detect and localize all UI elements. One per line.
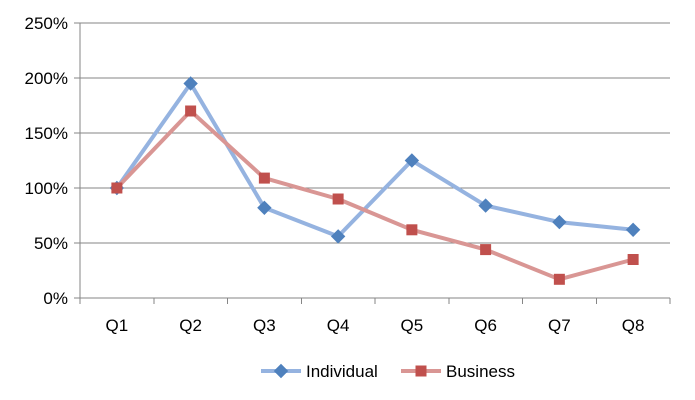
x-tick-label: Q8 [622, 316, 645, 335]
y-axis: 0% 50% 100% 150% 200% 250% [25, 14, 81, 308]
data-point [406, 224, 418, 236]
x-tick-label: Q3 [253, 316, 276, 335]
y-tick-label: 200% [25, 69, 68, 88]
data-point [330, 229, 346, 244]
x-tick-label: Q4 [327, 316, 350, 335]
legend-label: Individual [306, 362, 378, 381]
series-business [111, 105, 639, 285]
data-point [258, 172, 270, 184]
gridlines [80, 22, 670, 244]
legend-marker [273, 363, 289, 379]
y-tick-label: 100% [25, 179, 68, 198]
x-tick-label: Q1 [106, 316, 129, 335]
data-point [257, 200, 272, 216]
data-point [332, 193, 344, 205]
legend-item-business: Business [401, 362, 515, 381]
data-point [478, 198, 493, 213]
data-point [404, 153, 420, 168]
x-axis: Q1 Q2 Q3 Q4 Q5 Q6 Q7 Q8 [79, 297, 671, 335]
x-tick-label: Q2 [179, 316, 202, 335]
series-line [114, 109, 636, 282]
legend-marker [415, 365, 427, 377]
data-point [480, 244, 492, 256]
y-tick-label: 150% [25, 124, 68, 143]
data-point [185, 105, 197, 117]
y-tick-label: 0% [43, 289, 68, 308]
data-point [111, 182, 123, 194]
y-tick-label: 250% [25, 14, 68, 33]
x-tick-label: Q5 [401, 316, 424, 335]
data-point [627, 254, 639, 265]
legend-label: Business [446, 362, 515, 381]
series-layer [109, 76, 641, 285]
x-tick-label: Q7 [548, 316, 571, 335]
legend: Individual Business [261, 362, 515, 381]
series-line [114, 81, 636, 239]
data-point [553, 273, 565, 285]
x-tick-label: Q6 [474, 316, 497, 335]
data-point [625, 222, 641, 238]
y-tick-label: 50% [34, 234, 68, 253]
series-individual [109, 76, 641, 244]
legend-item-individual: Individual [261, 362, 378, 381]
data-point [183, 76, 198, 91]
data-point [552, 214, 567, 230]
